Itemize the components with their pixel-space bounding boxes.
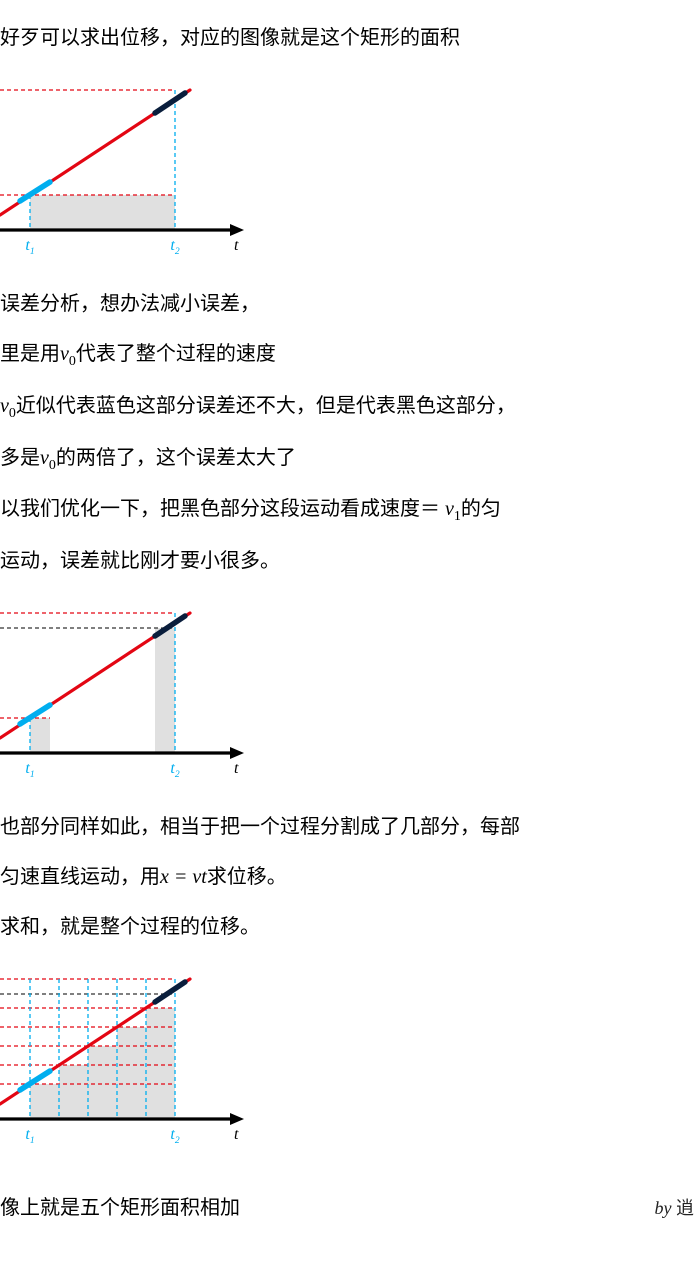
footer-name: 逍: [676, 1198, 694, 1218]
text: 求和，就是整个过程的位移。: [0, 916, 260, 938]
footer-credit: by 逍: [655, 1189, 700, 1229]
paragraph-8: 也部分同样如此，相当于把一个过程分割成了几部分，每部: [0, 805, 700, 849]
var-v: v: [60, 343, 69, 365]
text: 多是: [0, 447, 40, 469]
svg-text:t2: t2: [170, 760, 179, 780]
formula-xvt: x = vt: [160, 866, 207, 888]
svg-text:t1: t1: [25, 237, 34, 257]
svg-text:t: t: [234, 237, 239, 254]
svg-text:t: t: [234, 760, 239, 777]
text: 误差分析，想办法减小误差，: [0, 293, 260, 315]
paragraph-6: 以我们优化一下，把黑色部分这段运动看成速度＝ v1的匀: [0, 487, 700, 533]
text: 里是用: [0, 343, 60, 365]
paragraph-1: 好歹可以求出位移，对应的图像就是这个矩形的面积: [0, 16, 700, 60]
paragraph-7: 运动，误差就比刚才要小很多。: [0, 539, 700, 583]
svg-text:t2: t2: [170, 1126, 179, 1146]
paragraph-3: 里是用v0代表了整个过程的速度: [0, 332, 700, 378]
sub-0: 0: [69, 354, 76, 369]
svg-text:t: t: [234, 1126, 239, 1143]
text: 代表了整个过程的速度: [76, 343, 276, 365]
graph-2: t1 t2 t: [0, 593, 250, 783]
graph-1-container: t1 t2 t: [0, 70, 700, 276]
paragraph-4: v0近似代表蓝色这部分误差还不大，但是代表黑色这部分，: [0, 384, 700, 430]
svg-text:t1: t1: [25, 760, 34, 780]
paragraph-11: 像上就是五个矩形面积相加: [0, 1186, 240, 1230]
text: 求位移。: [207, 866, 287, 888]
text: 好歹可以求出位移，对应的图像就是这个矩形的面积: [0, 27, 460, 49]
graph-3-container: t1 t2 t: [0, 959, 700, 1165]
text: 像上就是五个矩形面积相加: [0, 1197, 240, 1219]
text: 的两倍了，这个误差太大了: [56, 447, 296, 469]
text: 运动，误差就比刚才要小很多。: [0, 550, 280, 572]
sub-0: 0: [9, 406, 16, 421]
svg-text:t1: t1: [25, 1126, 34, 1146]
paragraph-5: 多是v0的两倍了，这个误差太大了: [0, 436, 700, 482]
graph-2-container: t1 t2 t: [0, 593, 700, 799]
var-v: v: [40, 447, 49, 469]
text: 也部分同样如此，相当于把一个过程分割成了几部分，每部: [0, 816, 520, 838]
graph-1: t1 t2 t: [0, 70, 250, 260]
paragraph-2: 误差分析，想办法减小误差，: [0, 282, 700, 326]
var-v: v: [445, 498, 454, 520]
var-v: v: [0, 395, 9, 417]
sub-1: 1: [454, 509, 461, 524]
paragraph-10: 求和，就是整个过程的位移。: [0, 905, 700, 949]
graph-3: t1 t2 t: [0, 959, 250, 1149]
text: 近似代表蓝色这部分误差还不大，但是代表黑色这部分，: [16, 395, 516, 417]
sub-0: 0: [49, 458, 56, 473]
text: 的匀: [461, 498, 501, 520]
footer-prefix: by: [655, 1198, 677, 1218]
text: 匀速直线运动，用: [0, 866, 160, 888]
svg-text:t2: t2: [170, 237, 179, 257]
text: 以我们优化一下，把黑色部分这段运动看成速度＝: [0, 498, 440, 520]
paragraph-9: 匀速直线运动，用x = vt求位移。: [0, 855, 700, 899]
